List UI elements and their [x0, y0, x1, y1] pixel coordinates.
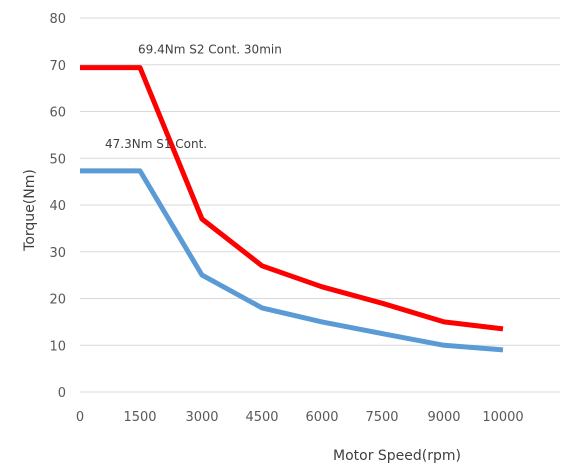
annotations: 69.4Nm S2 Cont. 30min 47.3Nm S1 Cont. [105, 43, 282, 151]
y-tick-label: 40 [49, 199, 66, 214]
series-line-0 [80, 65, 504, 332]
annotation-label: 47.3Nm S1 Cont. [105, 137, 207, 151]
x-axis-ticks: 0 1500 3000 4500 6000 7500 9000 10000 [76, 410, 524, 425]
x-tick-label: 7500 [365, 410, 398, 425]
x-tick-label: 4500 [245, 410, 278, 425]
y-tick-label: 30 [49, 246, 66, 261]
y-tick-label: 60 [49, 106, 66, 121]
x-axis-label: Motor Speed(rpm) [333, 448, 461, 464]
annotation-label: 69.4Nm S2 Cont. 30min [138, 43, 282, 57]
x-tick-label: 6000 [305, 410, 338, 425]
y-axis-label: Torque(Nm) [22, 169, 38, 252]
y-tick-label: 50 [49, 152, 66, 167]
x-tick-label: 9000 [427, 410, 460, 425]
y-tick-label: 0 [58, 386, 66, 401]
series-line-1 [80, 168, 504, 353]
gridlines [80, 17, 560, 393]
x-tick-label: 10000 [482, 410, 523, 425]
x-tick-label: 3000 [185, 410, 218, 425]
series-lines [80, 65, 504, 353]
y-tick-label: 20 [49, 293, 66, 308]
y-tick-label: 70 [49, 59, 66, 74]
y-tick-label: 10 [49, 339, 66, 354]
x-tick-label: 0 [76, 410, 84, 425]
x-tick-label: 1500 [123, 410, 156, 425]
y-axis-ticks: 0 10 20 30 40 50 60 70 80 [49, 12, 66, 401]
y-tick-label: 80 [49, 12, 66, 27]
